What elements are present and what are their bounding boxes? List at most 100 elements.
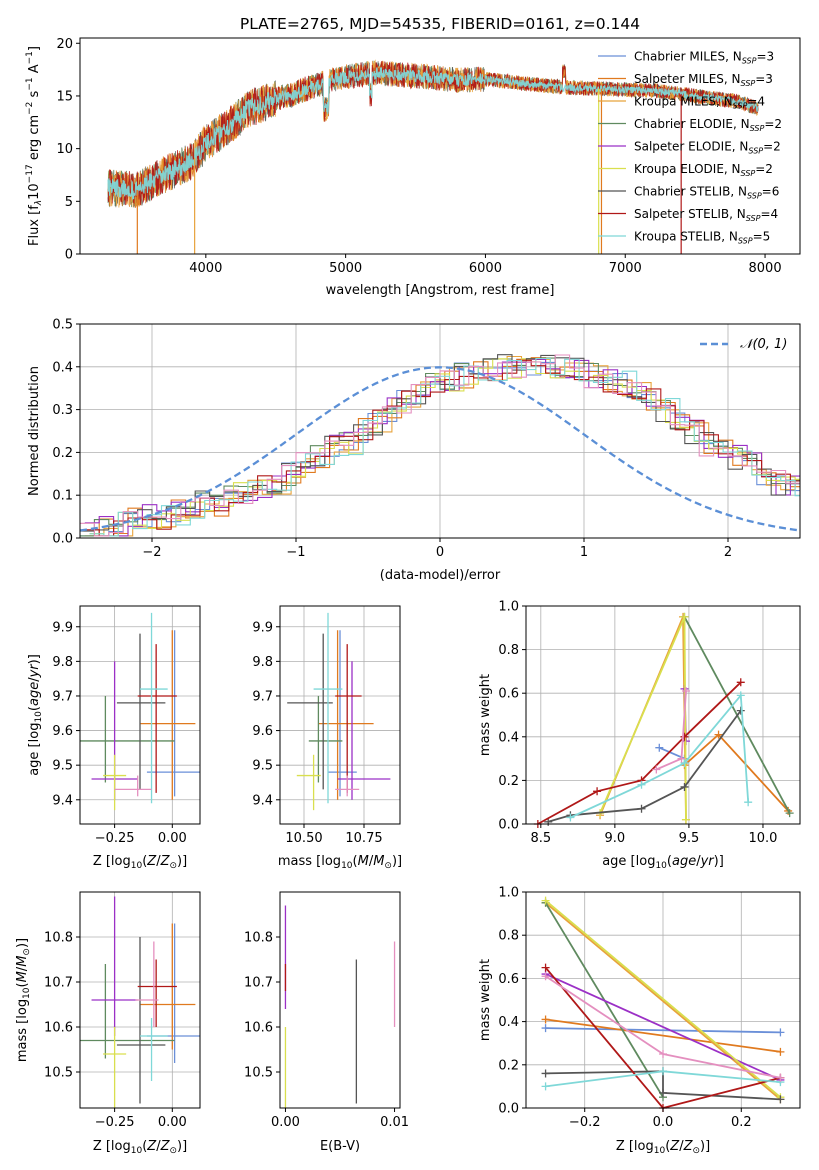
gaussian-curve: [79, 366, 801, 532]
y-tick-label: 0.5: [52, 318, 73, 333]
age-weight-ylabel: mass weight: [478, 674, 493, 756]
y-tick-label: 9.5: [52, 759, 73, 774]
weight-marker-pink: [541, 972, 550, 981]
spectrum-panel: Chabrier MILES, NSSP=3 Salpeter MILES, NS…: [25, 37, 801, 298]
y-tick-label: 9.7: [52, 689, 73, 704]
weight-marker-c9: [541, 1082, 550, 1091]
weight-marker-pink: [652, 765, 661, 774]
y-tick-label: 10.7: [44, 976, 73, 991]
histogram-c5: [84, 358, 800, 537]
y-tick-label: 9.6: [252, 724, 273, 739]
y-tick-label: 10.6: [244, 1021, 273, 1036]
figure-title: PLATE=2765, MJD=54535, FIBERID=0161, z=0…: [240, 15, 640, 33]
z-weight-xlabel: Z [log10(Z/Z⊙)]: [616, 1139, 710, 1156]
z-mass-ylabel: mass [log10(M/M⊙)]: [15, 938, 32, 1062]
x-tick-label: −2: [142, 545, 161, 560]
spectrum-legend: Chabrier MILES, NSSP=3 Salpeter MILES, NS…: [598, 50, 782, 246]
x-tick-label: −0.25: [95, 831, 135, 846]
y-tick-label: 10: [56, 142, 73, 157]
y-tick-label: 0.2: [498, 774, 519, 789]
y-tick-label: 0.0: [52, 532, 73, 547]
y-tick-label: 9.4: [52, 793, 73, 808]
x-tick-label: 7000: [609, 261, 642, 276]
weight-marker-c7: [637, 804, 646, 813]
y-tick-label: 10.5: [44, 1066, 73, 1081]
weight-line-c1: [545, 1027, 781, 1034]
x-tick-label: 10.75: [345, 831, 382, 846]
y-tick-label: 0.2: [498, 1058, 519, 1073]
weight-line-c3: [545, 902, 781, 1101]
y-tick-label: 0.1: [52, 489, 73, 504]
y-tick-label: 10.8: [244, 931, 273, 946]
weight-marker-c8: [593, 787, 602, 796]
weight-marker-c7: [736, 706, 745, 715]
z-weight-panel: −0.2 0.0 0.2 0.0 0.2 0.4 0.6 0.8 1.0 Z [log10(Z/…: [478, 886, 801, 1156]
residuals-ylabel: Normed distribution: [27, 366, 42, 496]
weight-marker-c4: [785, 809, 794, 818]
weight-marker-c8: [680, 732, 689, 741]
x-tick-label: 0.00: [158, 1115, 187, 1130]
z-mass-panel: −0.25 0.00 10.5 10.6 10.7 10.8 Z [log10(Z/Z⊙)…: [15, 891, 201, 1156]
y-tick-label: 1.0: [498, 600, 519, 615]
y-tick-label: 0.3: [52, 403, 73, 418]
weight-marker-c7: [680, 782, 689, 791]
gauss-legend-label: 𝒩(0, 1): [740, 337, 787, 352]
y-tick-label: 5: [65, 195, 73, 210]
weight-line-c7: [545, 1070, 781, 1101]
z-age-xlabel: Z [log10(Z/Z⊙)]: [93, 854, 187, 871]
legend-label: Chabrier STELIB, NSSP=6: [634, 185, 779, 201]
y-tick-label: 0.6: [498, 972, 519, 987]
weight-marker-c2: [541, 1015, 550, 1024]
x-tick-label: −1: [286, 545, 305, 560]
weight-line-c5: [545, 973, 781, 1081]
weight-marker-pink: [776, 1073, 785, 1082]
y-tick-label: 9.9: [52, 620, 73, 635]
y-tick-label: 9.4: [252, 793, 273, 808]
y-tick-label: 1.0: [498, 886, 519, 901]
weight-marker-c6: [681, 815, 690, 824]
weight-marker-c2: [776, 1047, 785, 1056]
x-tick-label: 0.0: [653, 1115, 674, 1130]
histogram-pink: [80, 354, 800, 537]
y-tick-label: 0.0: [498, 1102, 519, 1117]
y-tick-label: 9.8: [252, 655, 273, 670]
weight-line-c7: [547, 710, 742, 823]
y-tick-label: 9.8: [52, 655, 73, 670]
weight-marker-c6: [680, 612, 689, 621]
y-tick-label: 10.5: [244, 1066, 273, 1081]
x-tick-label: 6000: [469, 261, 502, 276]
weight-marker-c1: [655, 743, 664, 752]
weight-marker-pink: [681, 687, 690, 696]
y-tick-label: 0.8: [498, 929, 519, 944]
weight-line-c2: [545, 1018, 781, 1053]
x-tick-label: 0.00: [158, 831, 187, 846]
x-tick-label: 10.0: [748, 831, 777, 846]
weight-marker-c7: [776, 1095, 785, 1104]
y-tick-label: 0.6: [498, 687, 519, 702]
x-tick-label: 0.00: [271, 1115, 300, 1130]
histogram-c7: [80, 354, 800, 532]
y-tick-label: 0.2: [52, 446, 73, 461]
x-tick-label: 9.5: [679, 831, 700, 846]
weight-marker-pink: [659, 1050, 667, 1058]
y-tick-label: 20: [56, 37, 73, 52]
weight-marker-c9: [736, 691, 745, 700]
x-tick-label: −0.2: [569, 1115, 601, 1130]
y-tick-label: 10.6: [44, 1021, 73, 1036]
mass-age-xlabel: mass [log10(M/M⊙)]: [278, 854, 402, 871]
z-mass-xlabel: Z [log10(Z/Z⊙)]: [93, 1139, 187, 1156]
x-tick-label: 2: [724, 545, 732, 560]
weight-marker-c8: [736, 678, 745, 687]
histogram-c9: [89, 357, 800, 537]
x-tick-label: 1: [580, 545, 588, 560]
y-tick-label: 9.9: [252, 620, 273, 635]
legend-label: Salpeter ELODIE, NSSP=2: [634, 140, 781, 156]
z-weight-ylabel: mass weight: [478, 959, 493, 1041]
y-tick-label: 0.4: [498, 730, 519, 745]
weight-marker-c9: [744, 798, 753, 807]
histogram-c8: [84, 359, 800, 537]
ebv-mass-panel: 0.00 0.01 10.5 10.6 10.7 10.8 E(B-V): [244, 891, 409, 1154]
weight-marker-c7: [659, 1088, 667, 1097]
weight-marker-c1: [541, 1024, 550, 1033]
